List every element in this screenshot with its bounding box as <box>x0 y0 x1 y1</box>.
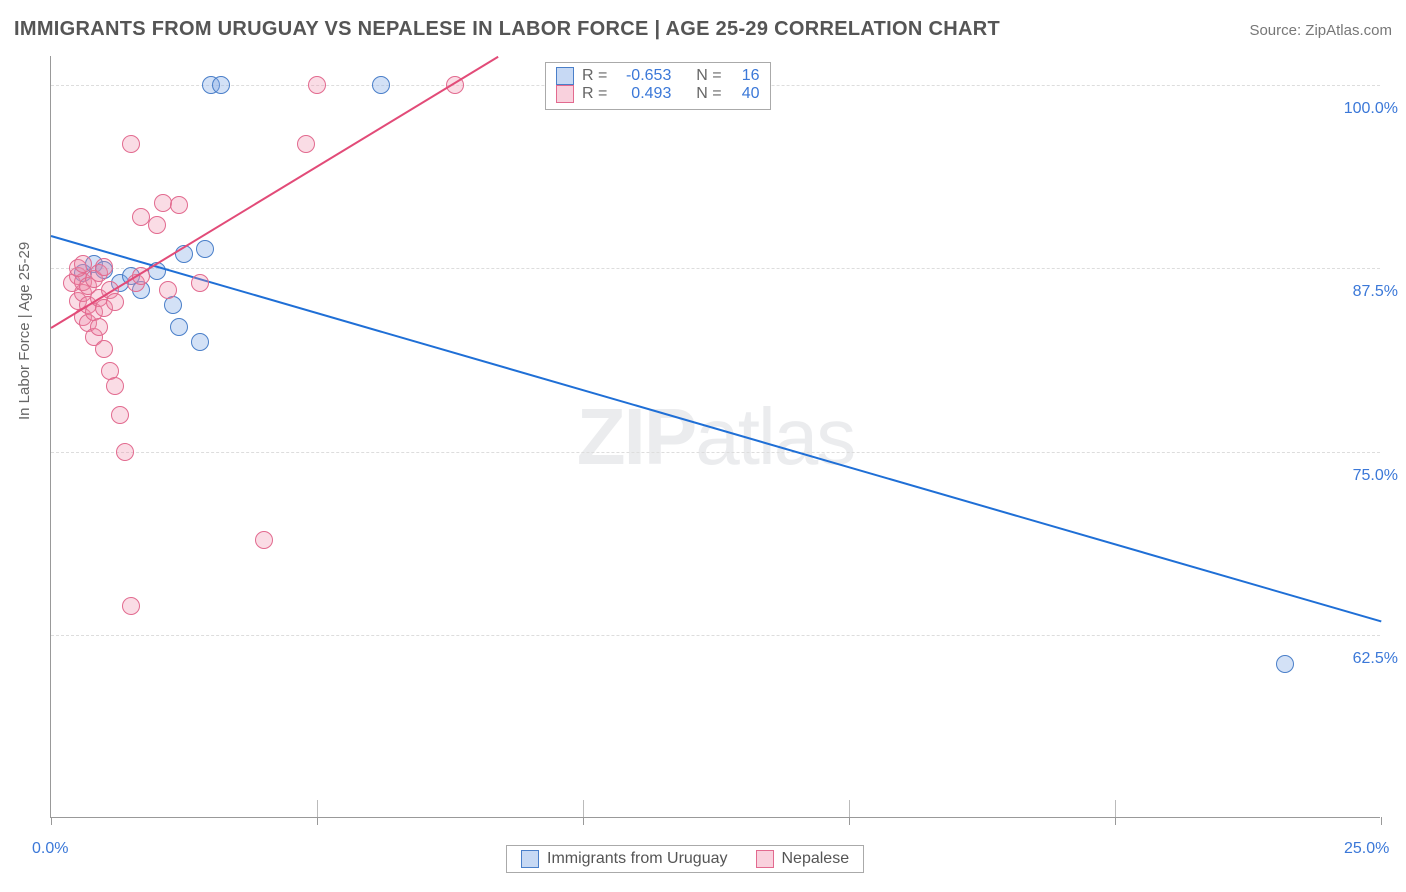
x-tick-mark <box>583 800 584 818</box>
data-point <box>90 318 108 336</box>
correlation-stats-box: R = -0.653 N = 16 R = 0.493 N = 40 <box>545 62 771 110</box>
data-point <box>191 333 209 351</box>
y-axis-label: In Labor Force | Age 25-29 <box>16 242 33 420</box>
data-point <box>122 597 140 615</box>
data-point <box>148 216 166 234</box>
data-point <box>116 443 134 461</box>
x-tick <box>849 817 850 825</box>
n-value: 40 <box>730 85 760 103</box>
data-point <box>170 196 188 214</box>
legend: Immigrants from Uruguay Nepalese <box>506 845 864 873</box>
y-tick-label: 100.0% <box>1344 100 1398 118</box>
data-point <box>191 274 209 292</box>
legend-item: Nepalese <box>756 850 850 868</box>
y-tick-label: 75.0% <box>1353 467 1398 485</box>
y-tick-label: 62.5% <box>1353 650 1398 668</box>
legend-label: Nepalese <box>782 850 850 868</box>
data-point <box>95 258 113 276</box>
stats-row: R = -0.653 N = 16 <box>556 67 760 85</box>
trend-line <box>50 56 498 329</box>
x-tick-mark <box>317 800 318 818</box>
n-label: N = <box>696 67 721 85</box>
data-point <box>212 76 230 94</box>
x-axis-max-label: 25.0% <box>1344 840 1389 858</box>
series-swatch <box>556 85 574 103</box>
x-tick <box>583 817 584 825</box>
gridline-horizontal <box>51 452 1380 453</box>
data-point <box>122 135 140 153</box>
trend-line <box>51 235 1382 622</box>
x-tick <box>51 817 52 825</box>
series-swatch <box>521 850 539 868</box>
data-point <box>111 406 129 424</box>
data-point <box>159 281 177 299</box>
series-swatch <box>556 67 574 85</box>
r-label: R = <box>582 85 607 103</box>
data-point <box>196 240 214 258</box>
title-bar: IMMIGRANTS FROM URUGUAY VS NEPALESE IN L… <box>14 18 1392 41</box>
series-swatch <box>756 850 774 868</box>
stats-row: R = 0.493 N = 40 <box>556 85 760 103</box>
data-point <box>297 135 315 153</box>
x-axis-min-label: 0.0% <box>32 840 68 858</box>
x-tick <box>1381 817 1382 825</box>
n-value: 16 <box>730 67 760 85</box>
x-tick-mark <box>1115 800 1116 818</box>
x-tick-mark <box>849 800 850 818</box>
data-point <box>74 255 92 273</box>
data-point <box>1276 655 1294 673</box>
r-value: -0.653 <box>615 67 671 85</box>
data-point <box>308 76 326 94</box>
source-label: Source: ZipAtlas.com <box>1249 22 1392 39</box>
x-tick <box>1115 817 1116 825</box>
plot-area: ZIPatlas <box>50 56 1380 818</box>
chart-title: IMMIGRANTS FROM URUGUAY VS NEPALESE IN L… <box>14 18 1000 41</box>
data-point <box>106 377 124 395</box>
r-value: 0.493 <box>615 85 671 103</box>
data-point <box>170 318 188 336</box>
gridline-horizontal <box>51 268 1380 269</box>
legend-item: Immigrants from Uruguay <box>521 850 728 868</box>
r-label: R = <box>582 67 607 85</box>
data-point <box>106 293 124 311</box>
gridline-horizontal <box>51 635 1380 636</box>
x-tick <box>317 817 318 825</box>
data-point <box>372 76 390 94</box>
n-label: N = <box>696 85 721 103</box>
y-tick-label: 87.5% <box>1353 283 1398 301</box>
data-point <box>255 531 273 549</box>
watermark: ZIPatlas <box>577 391 854 483</box>
legend-label: Immigrants from Uruguay <box>547 850 728 868</box>
data-point <box>95 340 113 358</box>
